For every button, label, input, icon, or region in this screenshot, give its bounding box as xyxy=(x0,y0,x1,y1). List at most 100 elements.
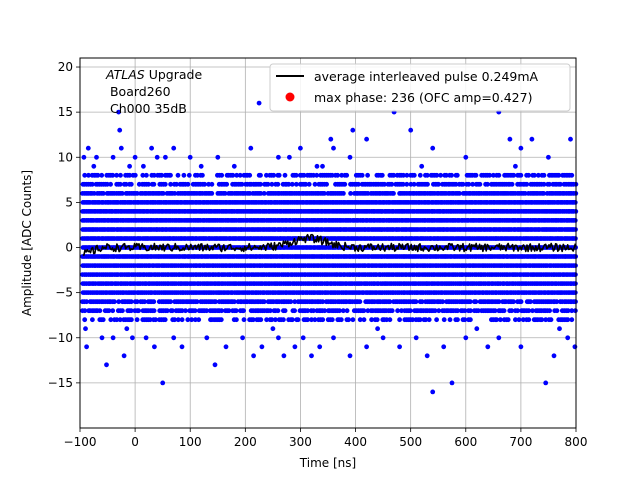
sample-point xyxy=(171,145,177,151)
sample-point xyxy=(247,172,253,178)
legend-marker-swatch xyxy=(285,92,295,102)
sample-point xyxy=(204,335,210,341)
sample-point xyxy=(346,317,351,323)
sample-point xyxy=(218,317,224,323)
sample-point xyxy=(117,317,123,323)
sample-point xyxy=(241,317,247,323)
sample-point xyxy=(520,317,526,323)
legend: average interleaved pulse 0.249mA max ph… xyxy=(269,63,571,112)
y-tick-label: −10 xyxy=(48,331,73,345)
sample-point xyxy=(389,308,395,314)
sample-point xyxy=(543,317,549,323)
sample-point xyxy=(462,308,468,314)
sample-point xyxy=(317,344,323,350)
sample-point xyxy=(264,317,269,323)
sample-point xyxy=(518,344,524,350)
sample-point xyxy=(251,353,256,359)
sample-point xyxy=(548,317,554,323)
sample-point xyxy=(256,100,262,106)
sample-point xyxy=(212,362,218,368)
sample-point xyxy=(209,181,215,187)
sample-point xyxy=(547,308,552,314)
sample-point xyxy=(90,317,95,323)
legend-entry-max-phase: max phase: 236 (OFC amp=0.427) xyxy=(314,90,532,105)
sample-point xyxy=(518,299,524,305)
sample-point xyxy=(194,299,200,305)
sample-point xyxy=(172,317,178,323)
sample-point xyxy=(511,299,516,305)
sample-point xyxy=(485,344,491,350)
sample-point xyxy=(270,326,276,332)
sample-point xyxy=(273,317,278,323)
sample-point xyxy=(287,154,292,160)
sample-point xyxy=(104,362,109,368)
sample-point xyxy=(276,172,282,178)
sample-point xyxy=(151,181,157,187)
sample-point xyxy=(152,344,157,350)
sample-point xyxy=(170,308,175,314)
sample-point xyxy=(233,308,239,314)
sample-point xyxy=(468,308,473,314)
sample-point xyxy=(524,181,530,187)
sample-point xyxy=(467,299,473,305)
sample-point xyxy=(335,172,340,178)
plot-area xyxy=(80,100,579,395)
annotation-line-1: ATLAS Upgrade xyxy=(105,67,202,82)
sample-point xyxy=(224,181,230,187)
sample-point xyxy=(84,344,89,350)
sample-point xyxy=(357,317,363,323)
sample-point xyxy=(492,308,498,314)
sample-point xyxy=(306,181,312,187)
sample-point xyxy=(234,317,239,323)
sample-point xyxy=(331,145,336,151)
sample-point xyxy=(144,172,149,178)
sample-point xyxy=(81,154,87,160)
x-axis-label: Time [ns] xyxy=(299,456,356,470)
sample-point xyxy=(494,317,499,323)
sample-point xyxy=(413,299,419,305)
x-tick-label: 800 xyxy=(565,435,588,449)
sample-point xyxy=(455,317,460,323)
sample-point xyxy=(193,317,198,323)
y-tick-label: 10 xyxy=(58,150,73,164)
sample-point xyxy=(526,308,532,314)
sample-point xyxy=(289,181,295,187)
sample-point xyxy=(223,344,229,350)
sample-point xyxy=(507,136,513,142)
sample-point xyxy=(164,308,170,314)
y-tick-label: 0 xyxy=(65,241,73,255)
sample-point xyxy=(311,308,316,314)
sample-point xyxy=(82,308,88,314)
sample-point xyxy=(496,299,502,305)
sample-point xyxy=(200,172,205,178)
sample-point xyxy=(426,317,432,323)
sample-point xyxy=(258,181,263,187)
sample-point xyxy=(162,317,168,323)
sample-point xyxy=(572,344,578,350)
sample-point xyxy=(455,308,460,314)
sample-point xyxy=(397,317,402,323)
sample-point xyxy=(149,145,155,151)
sample-point xyxy=(440,299,445,305)
sample-point xyxy=(258,172,263,178)
sample-point xyxy=(365,172,370,178)
sample-point xyxy=(99,172,105,178)
sample-point xyxy=(248,145,254,151)
sample-point xyxy=(185,317,191,323)
sample-point xyxy=(127,163,132,169)
sample-point xyxy=(290,317,295,323)
sample-point xyxy=(124,326,130,332)
sample-point xyxy=(309,353,314,359)
sample-point xyxy=(259,344,265,350)
sample-point xyxy=(288,299,294,305)
sample-point xyxy=(147,317,153,323)
sample-point xyxy=(305,308,311,314)
sample-point xyxy=(338,317,344,323)
sample-point xyxy=(320,163,325,169)
sample-point xyxy=(132,154,138,160)
sample-point xyxy=(298,145,303,151)
sample-point xyxy=(309,317,314,323)
sample-point xyxy=(496,172,502,178)
sample-point xyxy=(477,181,483,187)
sample-point xyxy=(449,380,455,386)
